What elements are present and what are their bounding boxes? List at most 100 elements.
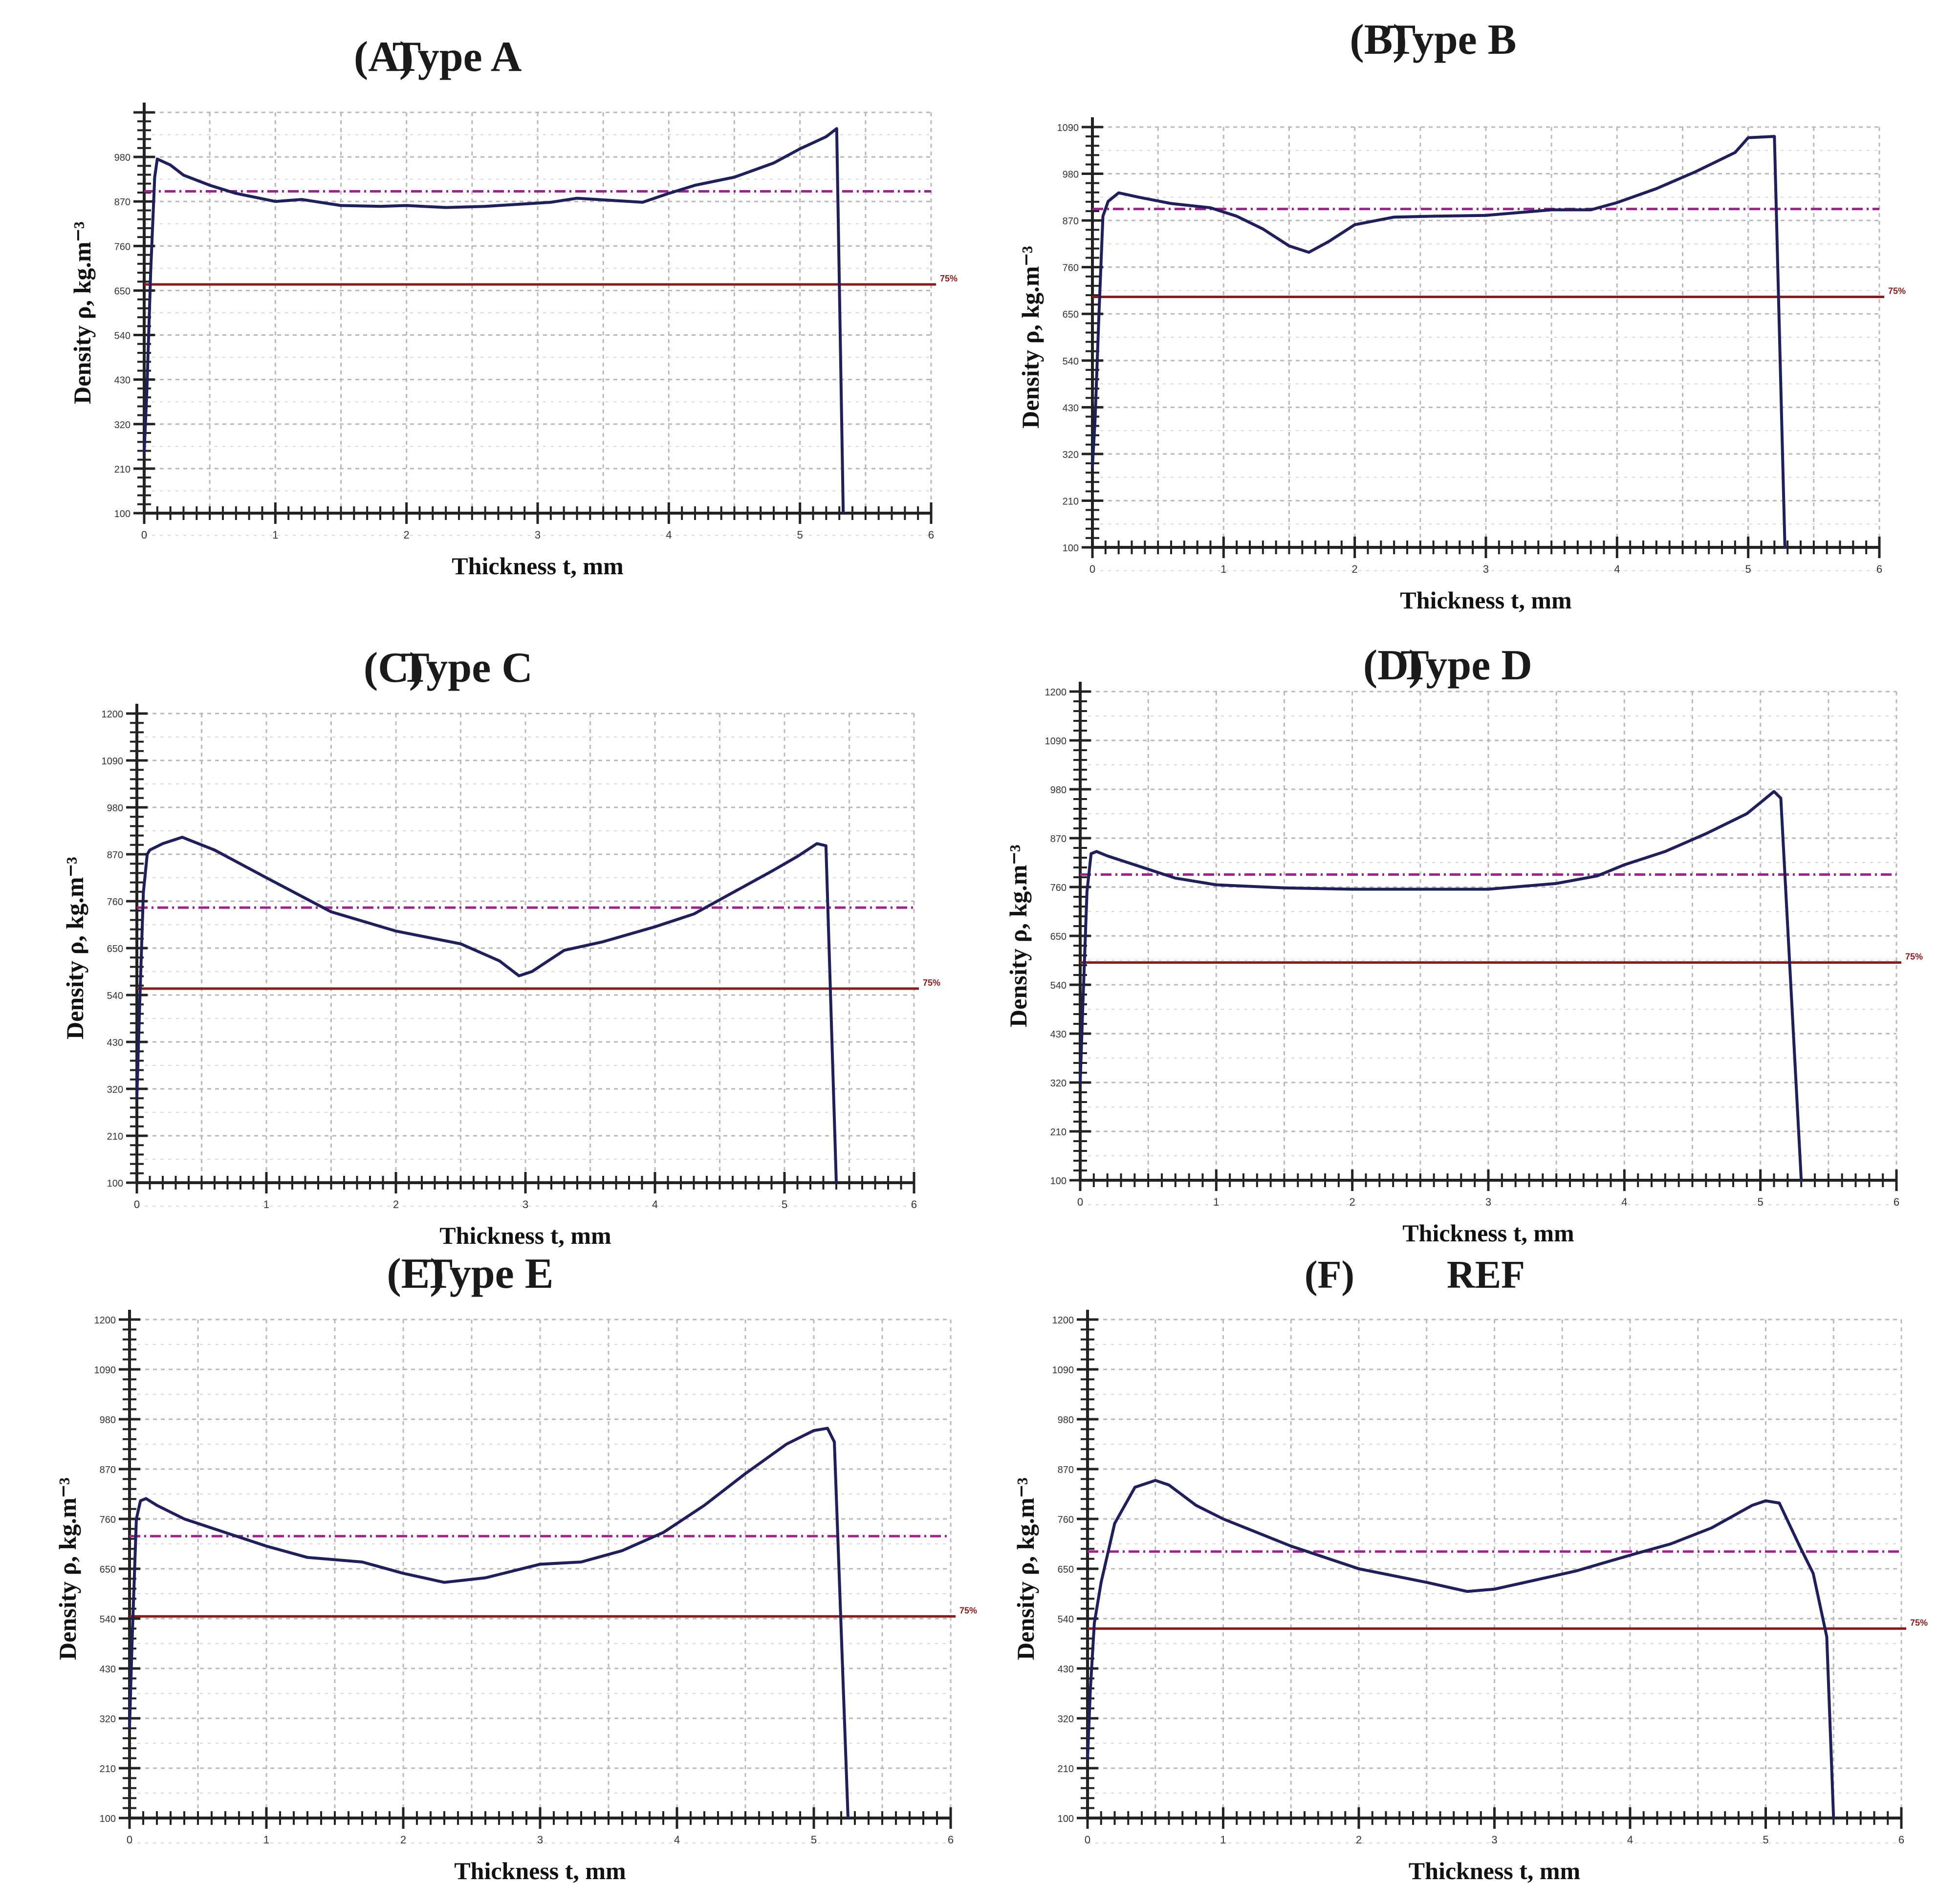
x-tick-label: 5	[782, 1198, 787, 1211]
y-tick-label: 540	[100, 1614, 116, 1625]
x-tick-label: 3	[1483, 563, 1489, 575]
x-tick-label: 0	[1085, 1834, 1090, 1846]
threshold-label: 75%	[959, 1605, 977, 1615]
y-tick-label: 210	[1050, 1127, 1067, 1138]
y-tick-label: 980	[100, 1415, 116, 1426]
chart-panel-c: (C) Type C 0 1 2 3 4 5 6 100 210 320 430 540 650 760 870…	[0, 628, 980, 1256]
threshold-label: 75%	[1910, 1618, 1928, 1627]
y-tick-label: 870	[100, 1465, 116, 1475]
chart-panel-d: (D) Type D 0 1 2 3 4 5 6 100 210 320 430 540 650 760 870…	[980, 628, 1960, 1256]
x-tick-label: 2	[404, 529, 410, 541]
y-tick-label: 980	[1058, 1415, 1074, 1426]
x-tick-label: 2	[400, 1834, 406, 1846]
density-curve	[1091, 135, 1786, 549]
y-axis-label: Density ρ, kg.m⁻³	[61, 857, 88, 1039]
axes	[1077, 1310, 1903, 1829]
gridlines	[1079, 691, 1897, 1205]
threshold-label: 75%	[923, 978, 940, 988]
y-tick-label: 650	[1063, 309, 1079, 320]
density-curve	[1086, 1479, 1835, 1819]
chart-title-tag: (A)	[354, 33, 414, 81]
gridlines	[129, 1319, 952, 1843]
y-tick-label: 760	[1063, 263, 1079, 274]
y-tick-label: 1090	[1052, 1365, 1074, 1376]
chart-title-tag: (D)	[1363, 642, 1423, 689]
chart-panel-e: (E) Type E 0 1 2 3 4 5 6 100 210 320 430 540 650 760 870…	[0, 1250, 980, 1884]
y-tick-label: 540	[114, 331, 131, 342]
gridlines	[136, 713, 915, 1207]
chart-title-tag: (B)	[1350, 16, 1407, 64]
y-tick-label: 320	[107, 1084, 123, 1095]
y-tick-label: 1090	[1045, 736, 1067, 747]
axes	[119, 1310, 952, 1829]
x-tick-label: 0	[1089, 563, 1095, 575]
y-tick-label: 650	[100, 1564, 116, 1575]
chart-svg-a: (A)Type A 0 1 2 3 4 5 6 100 210 320 430 540 650 760 870…	[68, 33, 958, 580]
chart-title-tag: (F)	[1305, 1254, 1354, 1297]
x-tick-label: 0	[141, 529, 147, 541]
chart-svg-e: (E)Type E 0 1 2 3 4 5 6 100 210 320 430 540 650 760 870…	[54, 1250, 977, 1884]
y-tick-label: 320	[1063, 450, 1079, 460]
x-tick-label: 4	[1614, 563, 1620, 575]
y-tick-label: 760	[1058, 1515, 1074, 1525]
y-axis-label: Density ρ, kg.m⁻³	[1012, 1477, 1039, 1660]
y-tick-label: 430	[1063, 403, 1079, 413]
chart-title-name: Type C	[401, 644, 533, 692]
threshold-label: 75%	[1888, 286, 1906, 296]
y-tick-label: 320	[1050, 1078, 1067, 1089]
y-tick-label: 430	[100, 1664, 116, 1675]
y-tick-label: 760	[1050, 883, 1067, 893]
x-tick-label: 3	[535, 529, 541, 541]
y-tick-label: 100	[1050, 1176, 1067, 1187]
y-tick-label: 540	[107, 991, 123, 1001]
y-tick-label: 650	[114, 286, 131, 297]
chart-title-tag: (E)	[387, 1250, 444, 1298]
chart-panel-b: (B) Type B 0 1 2 3 4 5 6 100 210 320 430 540 650 760 870…	[980, 0, 1960, 628]
x-tick-label: 5	[1763, 1834, 1768, 1846]
chart-panel-a: (A) Type A 0 1 2 3 4 5 6 100 210 320 430 540 650 760 870…	[0, 0, 980, 628]
x-tick-label: 4	[674, 1834, 680, 1846]
y-tick-label: 100	[1063, 543, 1079, 554]
x-tick-label: 5	[1745, 563, 1751, 575]
y-axis-label: Density ρ, kg.m⁻³	[1004, 845, 1032, 1027]
y-tick-label: 540	[1050, 980, 1067, 991]
y-tick-label: 1200	[1052, 1315, 1074, 1326]
y-tick-label: 760	[100, 1515, 116, 1525]
y-tick-label: 430	[1050, 1029, 1067, 1040]
x-axis-label: Thickness t, mm	[1409, 1857, 1580, 1884]
y-tick-label: 540	[1063, 356, 1079, 367]
y-tick-label: 870	[114, 197, 131, 208]
x-tick-label: 1	[1213, 1196, 1219, 1208]
density-curve	[1079, 790, 1803, 1182]
x-tick-label: 6	[911, 1198, 917, 1211]
gridlines	[143, 111, 932, 536]
y-tick-label: 1090	[102, 756, 124, 767]
y-tick-label: 210	[100, 1764, 116, 1775]
y-tick-label: 540	[1058, 1614, 1074, 1625]
y-tick-label: 210	[107, 1131, 123, 1142]
x-tick-label: 0	[127, 1834, 132, 1846]
y-tick-label: 100	[107, 1178, 123, 1189]
x-tick-label: 6	[928, 529, 934, 541]
chart-title-tag: (C)	[364, 644, 423, 692]
chart-title-name: Type B	[1387, 16, 1517, 64]
y-tick-label: 430	[107, 1038, 123, 1048]
y-tick-label: 430	[1058, 1664, 1074, 1675]
x-tick-label: 4	[1621, 1196, 1627, 1208]
y-tick-label: 100	[1058, 1814, 1074, 1824]
y-tick-label: 650	[1058, 1564, 1074, 1575]
y-tick-label: 760	[114, 241, 131, 252]
x-tick-label: 1	[272, 529, 278, 541]
x-tick-label: 3	[1491, 1834, 1497, 1846]
x-axis-label: Thickness t, mm	[439, 1222, 611, 1249]
y-tick-label: 320	[1058, 1714, 1074, 1725]
x-tick-label: 3	[523, 1198, 528, 1211]
y-tick-label: 100	[100, 1814, 116, 1824]
chart-svg-d: (D)Type D 0 1 2 3 4 5 6 100 210 320 430 540 650 760 870…	[1004, 642, 1923, 1247]
y-axis-label: Density ρ, kg.m⁻³	[68, 221, 96, 404]
x-tick-label: 0	[1077, 1196, 1083, 1208]
y-axis-label: Density ρ, kg.m⁻³	[1017, 246, 1044, 429]
x-tick-label: 4	[652, 1198, 658, 1211]
y-tick-label: 650	[1050, 931, 1067, 942]
x-tick-label: 2	[393, 1198, 399, 1211]
